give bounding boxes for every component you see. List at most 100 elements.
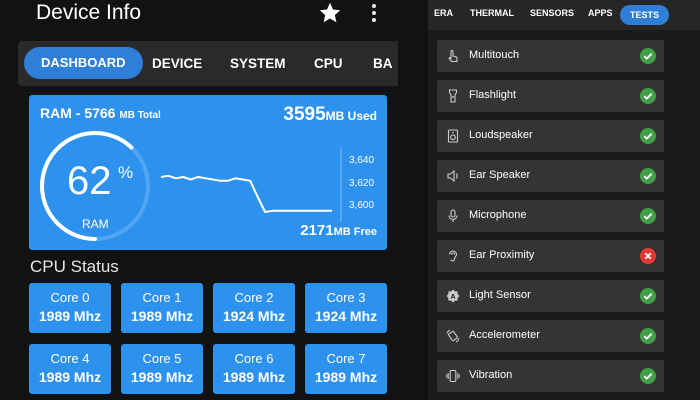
- core-card[interactable]: Core 3 1924 Mhz: [305, 283, 387, 333]
- tab-cpu[interactable]: CPU: [314, 56, 343, 71]
- test-label: Multitouch: [469, 49, 520, 61]
- test-row-loudspeaker[interactable]: Loudspeaker: [437, 120, 664, 152]
- tab-camera[interactable]: ERA: [434, 8, 454, 18]
- test-row-accelerometer[interactable]: Accelerometer: [437, 320, 664, 352]
- ram-total: RAM - 5766 MB Total: [40, 105, 161, 121]
- y-tick-3620: 3,620: [349, 178, 375, 189]
- test-row-vibration[interactable]: Vibration: [437, 360, 664, 392]
- ear-speaker-icon: [447, 169, 458, 183]
- dashboard-panel: Device Info DASHBOARD DEVICE SYSTEM CPU …: [0, 0, 398, 394]
- test-label: Ear Speaker: [469, 169, 531, 181]
- main-tabs: DASHBOARD DEVICE SYSTEM CPU BA: [18, 41, 398, 86]
- core-name: Core 2: [234, 290, 274, 305]
- core-card[interactable]: Core 0 1989 Mhz: [29, 283, 111, 333]
- ram-free-unit: MB Free: [333, 226, 377, 238]
- light-sensor-icon: A: [446, 289, 460, 303]
- y-tick-3600: 3,600: [349, 200, 375, 211]
- test-row-microphone[interactable]: Microphone: [437, 200, 664, 232]
- core-name: Core 3: [326, 290, 366, 305]
- check-icon: [640, 288, 656, 304]
- tab-battery[interactable]: BA: [373, 56, 393, 71]
- core-frequency: 1989 Mhz: [38, 308, 102, 324]
- tests-tabs: ERA THERMAL SENSORS APPS TESTS: [428, 0, 700, 30]
- ram-history-chart: [160, 147, 342, 222]
- core-card[interactable]: Core 5 1989 Mhz: [121, 344, 203, 394]
- core-frequency: 1989 Mhz: [130, 308, 194, 324]
- test-row-ear-proximity[interactable]: Ear Proximity: [437, 240, 664, 272]
- tab-apps[interactable]: APPS: [588, 8, 613, 18]
- core-name: Core 6: [234, 351, 274, 366]
- core-name: Core 4: [50, 351, 90, 366]
- star-icon[interactable]: [318, 1, 342, 25]
- core-card[interactable]: Core 1 1989 Mhz: [121, 283, 203, 333]
- app-bar: Device Info: [0, 0, 398, 30]
- tests-panel: ERA THERMAL SENSORS APPS TESTS Multitouc…: [428, 0, 700, 400]
- ram-gauge: [40, 131, 150, 241]
- test-row-light-sensor[interactable]: A Light Sensor: [437, 280, 664, 312]
- test-label: Vibration: [469, 369, 513, 381]
- core-name: Core 1: [142, 290, 182, 305]
- ear-icon: [448, 250, 458, 262]
- ram-used: 3595MB Used: [283, 104, 377, 126]
- check-icon: [640, 368, 656, 384]
- cross-icon: [640, 248, 656, 264]
- test-row-ear-speaker[interactable]: Ear Speaker: [437, 160, 664, 192]
- ram-free-value: 2171: [300, 222, 334, 239]
- vibration-icon: [446, 369, 460, 383]
- app-title: Device Info: [36, 1, 142, 24]
- tab-sensors[interactable]: SENSORS: [530, 8, 575, 18]
- core-frequency: 1989 Mhz: [222, 369, 286, 385]
- cpu-status-title: CPU Status: [30, 257, 119, 276]
- check-icon: [640, 88, 656, 104]
- test-label: Flashlight: [469, 89, 517, 101]
- ram-total-unit: MB Total: [119, 110, 161, 121]
- touch-icon: [448, 49, 458, 63]
- core-frequency: 1924 Mhz: [314, 308, 378, 324]
- core-card[interactable]: Core 2 1924 Mhz: [213, 283, 295, 333]
- ram-card[interactable]: RAM - 5766 MB Total 3595MB Used 62 % RAM…: [29, 95, 387, 250]
- core-frequency: 1989 Mhz: [130, 369, 194, 385]
- core-card[interactable]: Core 7 1989 Mhz: [305, 344, 387, 394]
- y-tick-3640: 3,640: [349, 155, 375, 166]
- core-frequency: 1924 Mhz: [222, 308, 286, 324]
- tab-tests[interactable]: TESTS: [620, 5, 670, 25]
- check-icon: [640, 208, 656, 224]
- check-icon: [640, 168, 656, 184]
- accelerometer-icon: [446, 329, 460, 343]
- ram-used-value: 3595: [283, 104, 326, 125]
- test-row-flashlight[interactable]: Flashlight: [437, 80, 664, 112]
- test-label: Light Sensor: [469, 289, 531, 301]
- speaker-icon: [447, 129, 459, 143]
- ram-usage-line: [160, 174, 332, 213]
- flashlight-icon: [448, 89, 458, 103]
- test-label: Microphone: [469, 209, 527, 221]
- core-name: Core 5: [142, 351, 182, 366]
- core-name: Core 7: [326, 351, 366, 366]
- ram-total-value: RAM - 5766: [40, 105, 116, 121]
- core-card[interactable]: Core 4 1989 Mhz: [29, 344, 111, 394]
- check-icon: [640, 328, 656, 344]
- test-label: Ear Proximity: [469, 249, 535, 261]
- tab-thermal[interactable]: THERMAL: [470, 8, 514, 18]
- core-frequency: 1989 Mhz: [314, 369, 378, 385]
- ram-used-unit: MB Used: [325, 109, 377, 123]
- ram-gauge-label: RAM: [82, 217, 109, 231]
- ram-percent-sign: %: [118, 163, 134, 182]
- tab-dashboard[interactable]: DASHBOARD: [24, 47, 143, 79]
- core-frequency: 1989 Mhz: [38, 369, 102, 385]
- tab-device[interactable]: DEVICE: [152, 56, 203, 71]
- tab-system[interactable]: SYSTEM: [230, 56, 286, 71]
- svg-text:A: A: [450, 293, 455, 301]
- check-icon: [640, 48, 656, 64]
- microphone-icon: [448, 209, 458, 222]
- check-icon: [640, 128, 656, 144]
- ram-percent: 62: [67, 159, 112, 203]
- test-label: Accelerometer: [469, 329, 540, 341]
- core-card[interactable]: Core 6 1989 Mhz: [213, 344, 295, 394]
- core-name: Core 0: [50, 290, 90, 305]
- test-label: Loudspeaker: [469, 129, 533, 141]
- ram-free: 2171MB Free: [300, 222, 377, 239]
- gauge-arc: [40, 131, 150, 241]
- test-row-multitouch[interactable]: Multitouch: [437, 40, 664, 72]
- more-vert-icon[interactable]: [366, 2, 382, 24]
